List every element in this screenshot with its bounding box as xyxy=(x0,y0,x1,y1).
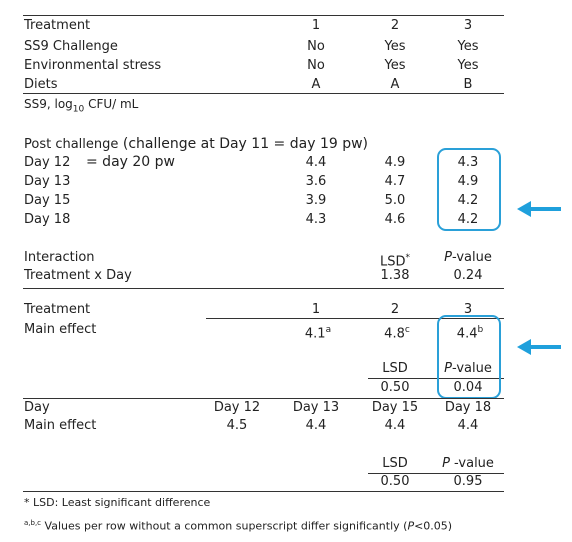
header-challenge-2: Yes xyxy=(384,39,406,54)
pc-value: 4.7 xyxy=(384,174,406,189)
header-stress-3: Yes xyxy=(457,58,479,73)
footnote-lsd: * LSD: Least significant difference xyxy=(24,496,211,509)
de-col-header: Day 15 xyxy=(371,400,419,415)
interaction-p-value: 0.24 xyxy=(453,268,483,283)
header-treatment-label: Treatment xyxy=(24,18,91,33)
header-rule xyxy=(23,93,504,94)
pc-row-label: Day 18 xyxy=(24,212,71,227)
pc-value: 4.2 xyxy=(457,212,479,227)
pc-row-note: = day 20 pw xyxy=(86,154,175,170)
pc-row-label: Day 15 xyxy=(24,193,71,208)
te-header-rule xyxy=(206,318,504,319)
de-value: 4.5 xyxy=(226,418,248,433)
de-col-header: Day 18 xyxy=(444,400,492,415)
header-diets-1: A xyxy=(311,77,321,92)
left-arrow-icon xyxy=(517,201,561,217)
measure-label: SS9, log10 CFU/ mL xyxy=(24,97,139,115)
de-col-header: Day 12 xyxy=(213,400,261,415)
de-p-value: 0.95 xyxy=(453,474,483,489)
pc-value: 3.6 xyxy=(305,174,327,189)
pc-value: 4.3 xyxy=(457,155,479,170)
interaction-p-header: P-value xyxy=(444,250,492,265)
de-lsd-header: LSD xyxy=(382,456,408,471)
pc-value: 4.2 xyxy=(457,193,479,208)
post-challenge-heading: Post challenge (challenge at Day 11 = da… xyxy=(24,136,369,152)
pc-row-label: Day 13 xyxy=(24,174,71,189)
left-arrow-icon xyxy=(517,339,561,355)
top-rule xyxy=(23,15,504,16)
day-effect-sub-label: Main effect xyxy=(24,418,97,433)
interaction-sub-label: Treatment x Day xyxy=(24,268,132,283)
pc-value: 4.9 xyxy=(457,174,479,189)
pc-value: 4.3 xyxy=(305,212,327,227)
header-challenge-label: SS9 Challenge xyxy=(24,39,118,54)
pc-row-label: Day 12 xyxy=(24,155,71,170)
treatment-effect-sub-label: Main effect xyxy=(24,322,97,337)
te-value: 4.8c xyxy=(384,325,410,342)
header-treatment-3: 3 xyxy=(463,18,473,33)
te-value: 4.1a xyxy=(304,325,332,342)
de-value: 4.4 xyxy=(305,418,327,433)
header-challenge-3: Yes xyxy=(457,39,479,54)
de-value: 4.4 xyxy=(457,418,479,433)
de-lsd-rule xyxy=(368,473,504,474)
interaction-lsd-header: LSD* xyxy=(379,253,411,270)
header-stress-2: Yes xyxy=(384,58,406,73)
de-col-header: Day 13 xyxy=(292,400,340,415)
interaction-lsd-value: 1.38 xyxy=(380,268,410,283)
de-lsd-value: 0.50 xyxy=(380,474,410,489)
de-value: 4.4 xyxy=(384,418,406,433)
te-lsd-value: 0.50 xyxy=(380,380,410,395)
de-p-header: P -value xyxy=(442,456,494,471)
pc-value: 4.4 xyxy=(305,155,327,170)
pc-value: 5.0 xyxy=(384,193,406,208)
te-p-value: 0.04 xyxy=(453,380,483,395)
header-diets-2: A xyxy=(390,77,400,92)
pc-value: 3.9 xyxy=(305,193,327,208)
header-stress-label: Environmental stress xyxy=(24,58,162,73)
treatment-effect-highlight-box xyxy=(437,315,501,399)
te-bottom-rule xyxy=(23,398,504,399)
table-bottom-rule xyxy=(23,491,504,492)
footnote-superscripts: a,b,c Values per row without a common su… xyxy=(24,519,453,533)
pc-value: 4.9 xyxy=(384,155,406,170)
te-col-header: 2 xyxy=(390,302,400,317)
header-stress-1: No xyxy=(307,58,325,73)
header-diets-label: Diets xyxy=(24,77,58,92)
interaction-label: Interaction xyxy=(24,250,95,265)
day-effect-label: Day xyxy=(24,400,50,415)
pc-value: 4.6 xyxy=(384,212,406,227)
header-diets-3: B xyxy=(463,77,473,92)
te-value: 4.4b xyxy=(456,325,484,342)
te-col-header: 3 xyxy=(463,302,473,317)
header-treatment-2: 2 xyxy=(390,18,400,33)
treatment3-highlight-box xyxy=(437,148,501,231)
te-p-header: P-value xyxy=(444,361,492,376)
te-col-header: 1 xyxy=(311,302,321,317)
header-treatment-1: 1 xyxy=(311,18,321,33)
te-lsd-rule xyxy=(368,378,504,379)
treatment-effect-label: Treatment xyxy=(24,302,91,317)
header-challenge-1: No xyxy=(307,39,325,54)
interaction-rule xyxy=(23,288,504,289)
te-lsd-header: LSD xyxy=(382,361,408,376)
